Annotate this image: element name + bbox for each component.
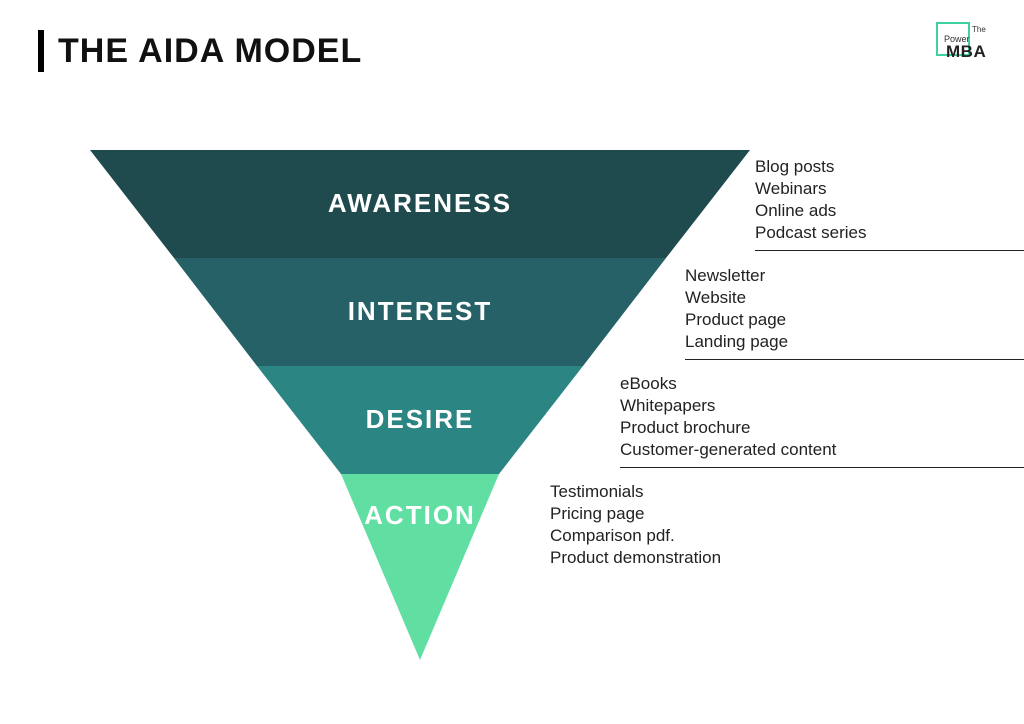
aida-diagram: AWARENESSINTERESTDESIREACTION Blog posts… (0, 150, 1024, 710)
logo-text-mba: MBA (946, 42, 986, 62)
title-accent (38, 30, 44, 72)
stage-label-interest: INTEREST (90, 296, 750, 327)
divider (620, 467, 1024, 468)
item-list: TestimonialsPricing pageComparison pdf.P… (550, 481, 1010, 569)
side-block-awareness: Blog postsWebinarsOnline adsPodcast seri… (755, 156, 1024, 251)
list-item: Blog posts (755, 156, 1024, 178)
logo-text-the: The (972, 25, 986, 34)
list-item: Product brochure (620, 417, 1024, 439)
item-list: NewsletterWebsiteProduct pageLanding pag… (685, 265, 1024, 353)
list-item: Newsletter (685, 265, 1024, 287)
list-item: Pricing page (550, 503, 1010, 525)
title-bar: THE AIDA MODEL (38, 30, 362, 72)
list-item: Customer-generated content (620, 439, 1024, 461)
item-list: Blog postsWebinarsOnline adsPodcast seri… (755, 156, 1024, 244)
stage-label-awareness: AWARENESS (90, 188, 750, 219)
list-item: Comparison pdf. (550, 525, 1010, 547)
list-item: Product page (685, 309, 1024, 331)
list-item: Testimonials (550, 481, 1010, 503)
item-list: eBooksWhitepapersProduct brochureCustome… (620, 373, 1024, 461)
list-item: Webinars (755, 178, 1024, 200)
side-block-action: TestimonialsPricing pageComparison pdf.P… (550, 481, 1010, 569)
list-item: Landing page (685, 331, 1024, 353)
list-item: Whitepapers (620, 395, 1024, 417)
list-item: Website (685, 287, 1024, 309)
list-item: eBooks (620, 373, 1024, 395)
logo-thepowermba: The Power MBA (936, 22, 994, 62)
divider (685, 359, 1024, 360)
side-block-interest: NewsletterWebsiteProduct pageLanding pag… (685, 265, 1024, 360)
list-item: Online ads (755, 200, 1024, 222)
list-item: Product demonstration (550, 547, 1010, 569)
list-item: Podcast series (755, 222, 1024, 244)
side-block-desire: eBooksWhitepapersProduct brochureCustome… (620, 373, 1024, 468)
divider (755, 250, 1024, 251)
page-title: THE AIDA MODEL (58, 32, 362, 71)
